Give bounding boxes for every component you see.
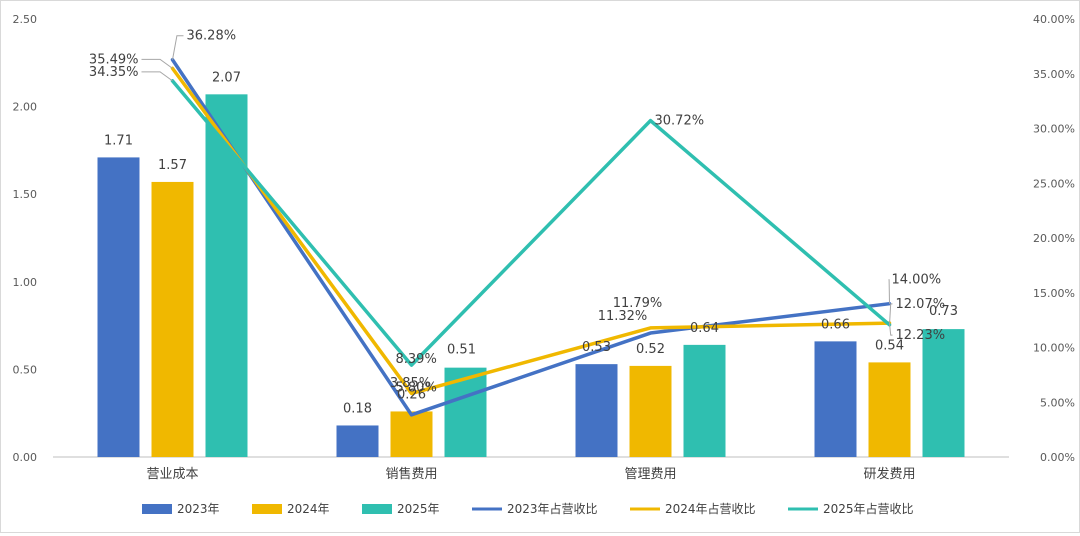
line-data-label: 14.00% bbox=[892, 273, 942, 288]
line-2025年占营收比 bbox=[170, 79, 892, 367]
legend-swatch-2024年 bbox=[252, 504, 282, 514]
bar-2024年-管理费用 bbox=[629, 365, 672, 457]
legend-label: 2023年占营收比 bbox=[507, 501, 598, 516]
bar-data-label: 0.66 bbox=[821, 317, 850, 332]
y-left-tick: 1.00 bbox=[13, 276, 38, 289]
line-data-label: 30.72% bbox=[655, 114, 705, 129]
bar-2023年-销售费用 bbox=[336, 425, 379, 457]
label-leader-line bbox=[889, 323, 893, 336]
bar-data-label: 0.26 bbox=[397, 387, 426, 402]
y-right-tick: 5.00% bbox=[1040, 396, 1075, 409]
y-right-tick: 10.00% bbox=[1033, 342, 1075, 355]
line-data-label: 8.39% bbox=[396, 352, 437, 367]
bar-2025年-营业成本 bbox=[205, 94, 248, 457]
line-data-label: 3.85% bbox=[390, 376, 431, 391]
y-right-tick: 0.00% bbox=[1040, 451, 1075, 464]
line-data-label: 35.49% bbox=[89, 52, 139, 67]
legend-swatch-2025年 bbox=[362, 504, 392, 514]
line-data-label: 11.79% bbox=[613, 296, 663, 311]
bar-2024年-销售费用 bbox=[390, 411, 433, 457]
legend-swatch-2023年 bbox=[142, 504, 172, 514]
bar-data-label: 1.57 bbox=[158, 158, 187, 173]
bar-2024年-研发费用 bbox=[868, 362, 911, 457]
label-leader-line bbox=[888, 279, 890, 304]
label-leader-line bbox=[172, 35, 184, 60]
legend-label: 2024年 bbox=[287, 502, 330, 516]
y-right-tick: 35.00% bbox=[1033, 68, 1075, 81]
x-tick-label: 营业成本 bbox=[146, 467, 198, 482]
y-right-tick: 30.00% bbox=[1033, 123, 1075, 136]
bar-2025年-管理费用 bbox=[683, 344, 726, 457]
bar-2025年-研发费用 bbox=[922, 329, 965, 457]
bar-2023年-管理费用 bbox=[575, 364, 618, 457]
bar-data-label: 0.73 bbox=[929, 304, 958, 319]
bar-data-label: 0.18 bbox=[343, 401, 372, 416]
y-left-tick: 0.00 bbox=[13, 451, 38, 464]
label-leader-line bbox=[889, 303, 893, 325]
legend-label: 2025年 bbox=[397, 502, 440, 516]
y-right-tick: 20.00% bbox=[1033, 232, 1075, 245]
line-data-label: 12.07% bbox=[896, 297, 946, 312]
y-right-tick: 25.00% bbox=[1033, 177, 1075, 190]
y-right-tick: 15.00% bbox=[1033, 287, 1075, 300]
bar-data-label: 0.52 bbox=[636, 342, 665, 357]
bar-data-label: 1.71 bbox=[104, 133, 133, 148]
bar-data-label: 0.54 bbox=[875, 338, 904, 353]
line-data-label: 5.80% bbox=[396, 380, 437, 395]
x-tick-label: 研发费用 bbox=[863, 466, 915, 482]
bar-data-label: 0.53 bbox=[582, 340, 611, 355]
bar-data-label: 0.51 bbox=[447, 343, 476, 358]
y-left-tick: 2.00 bbox=[13, 101, 38, 114]
bar-2024年-营业成本 bbox=[151, 181, 194, 457]
x-tick-label: 销售费用 bbox=[385, 466, 437, 482]
bar-2023年-研发费用 bbox=[814, 341, 857, 457]
label-leader-line bbox=[141, 58, 173, 69]
line-2023年占营收比 bbox=[170, 57, 892, 417]
line-data-label: 11.32% bbox=[598, 309, 648, 324]
legend-label: 2023年 bbox=[177, 502, 220, 516]
y-left-tick: 0.50 bbox=[13, 363, 38, 376]
line-2024年占营收比 bbox=[170, 66, 892, 396]
y-right-tick: 40.00% bbox=[1033, 13, 1075, 26]
label-leader-line bbox=[141, 71, 173, 82]
line-data-label: 36.28% bbox=[187, 29, 237, 44]
bar-data-label: 0.64 bbox=[690, 321, 719, 336]
legend-label: 2024年占营收比 bbox=[665, 501, 756, 516]
x-tick-label: 管理费用 bbox=[624, 467, 676, 482]
bar-data-label: 2.07 bbox=[212, 70, 241, 85]
bar-2023年-营业成本 bbox=[97, 157, 140, 457]
y-left-tick: 1.50 bbox=[13, 188, 38, 201]
line-data-label: 12.23% bbox=[896, 328, 946, 343]
legend-label: 2025年占营收比 bbox=[823, 501, 914, 516]
line-data-label: 34.35% bbox=[89, 65, 139, 80]
y-left-tick: 2.50 bbox=[13, 13, 38, 26]
